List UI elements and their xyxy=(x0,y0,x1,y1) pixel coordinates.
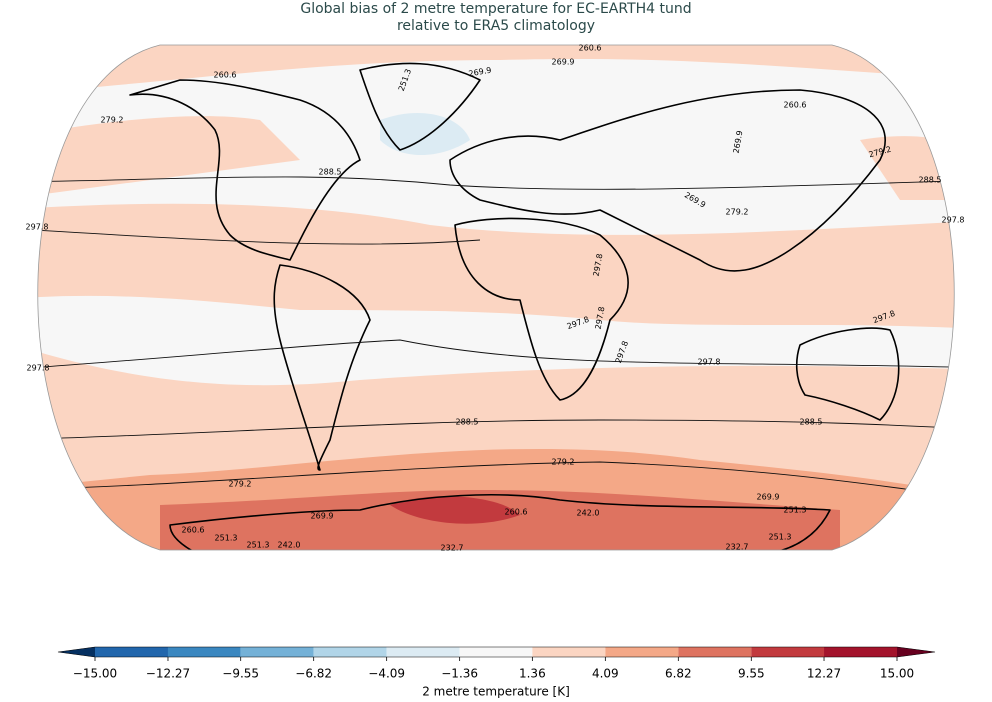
colorbar-tick-label: 4.09 xyxy=(592,667,619,681)
colorbar-segment xyxy=(678,647,752,657)
map-frame xyxy=(37,44,955,551)
colorbar-tick-label: 12.27 xyxy=(807,667,841,681)
contour-label: 297.8 xyxy=(26,223,49,232)
colorbar-segment xyxy=(532,647,606,657)
colorbar-segment xyxy=(605,647,679,657)
contour-label: 242.0 xyxy=(577,509,600,518)
colorbar-over xyxy=(897,647,935,657)
contour-label: 288.5 xyxy=(456,418,479,427)
colorbar-tick-label: 9.55 xyxy=(738,667,765,681)
contour-label: 297.8 xyxy=(698,358,721,367)
contour-label: 297.8 xyxy=(592,253,605,277)
colorbar-tick-label: −15.00 xyxy=(73,667,117,681)
colorbar-tick-label: −12.27 xyxy=(146,667,190,681)
colorbar-tick-label: −6.82 xyxy=(295,667,332,681)
colorbar-segment xyxy=(95,647,168,657)
contour-label: 260.6 xyxy=(505,508,528,517)
colorbar-segment xyxy=(824,647,897,657)
contour-label: 260.6 xyxy=(579,44,602,53)
contour-label: 288.5 xyxy=(319,168,342,177)
contour-label: 260.6 xyxy=(214,71,237,80)
contour-label: 297.8 xyxy=(594,306,607,330)
colorbar-segment xyxy=(459,647,533,657)
contour-label: 269.9 xyxy=(468,66,492,79)
contour-label: 279.2 xyxy=(552,458,575,467)
contour-label: 251.3 xyxy=(247,541,270,550)
colorbar-segment xyxy=(313,647,387,657)
contour-label: 269.9 xyxy=(552,58,575,67)
colorbar-tick-label: −4.09 xyxy=(368,667,405,681)
colorbar-under xyxy=(58,647,95,657)
contour-label: 251.3 xyxy=(769,533,792,542)
contour-label: 232.7 xyxy=(726,543,749,552)
contour-label: 279.2 xyxy=(726,208,749,217)
title-line: relative to ERA5 climatology xyxy=(397,18,595,34)
colorbar-tick-label: −1.36 xyxy=(441,667,478,681)
colorbar-segment xyxy=(751,647,825,657)
title-line: Global bias of 2 metre temperature for E… xyxy=(300,1,691,17)
colorbar-label: 2 metre temperature [K] xyxy=(422,685,570,699)
colorbar-tick-label: −9.55 xyxy=(222,667,259,681)
contour-label: 232.7 xyxy=(441,544,464,553)
contour-label: 269.9 xyxy=(311,512,334,521)
contour-label: 251.3 xyxy=(784,506,807,515)
contour-label: 242.0 xyxy=(278,541,301,550)
contour-label: 251.3 xyxy=(215,534,238,543)
colorbar-tick-label: 15.00 xyxy=(880,667,914,681)
contour-label: 260.6 xyxy=(182,526,205,535)
map xyxy=(37,45,955,550)
contour-label: 269.9 xyxy=(757,493,780,502)
colorbar-tick-label: 6.82 xyxy=(665,667,692,681)
contour-label: 297.8 xyxy=(942,216,965,225)
colorbar-segment xyxy=(386,647,460,657)
contour-label: 288.5 xyxy=(800,418,823,427)
contour-label: 288.5 xyxy=(919,176,942,185)
contour-label: 279.2 xyxy=(229,480,252,489)
colorbar-tick-label: 1.36 xyxy=(519,667,546,681)
contour-label: 269.9 xyxy=(732,130,745,154)
colorbar-segment xyxy=(240,647,314,657)
contour-label: 279.2 xyxy=(101,116,124,125)
contour-label: 260.6 xyxy=(784,101,807,110)
contour-label: 297.8 xyxy=(27,364,50,373)
colorbar-segment xyxy=(167,647,241,657)
